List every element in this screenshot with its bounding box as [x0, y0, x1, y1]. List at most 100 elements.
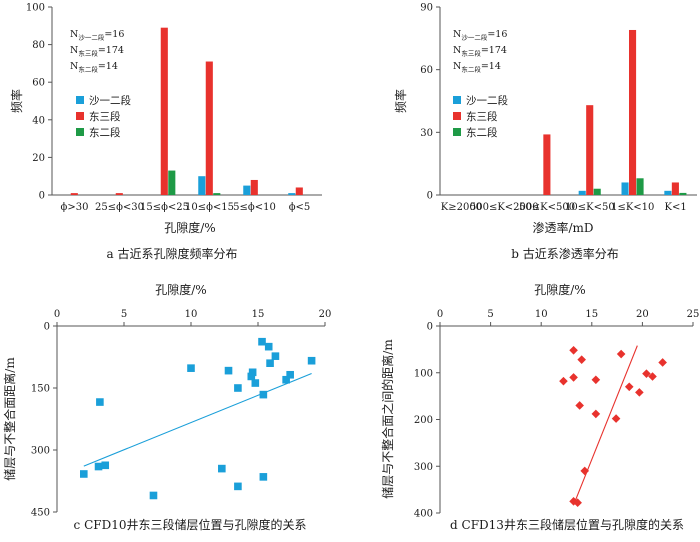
y-tick-label: 0	[427, 191, 433, 202]
data-point-c-9	[286, 370, 294, 379]
legend-swatch	[453, 128, 461, 136]
bar-a-s1-c0	[70, 193, 78, 195]
x-tick-label: 500≤K<2000	[470, 202, 539, 213]
legend-swatch	[76, 112, 84, 120]
data-point-c-21	[259, 473, 268, 481]
data-point-c-16	[101, 461, 110, 470]
data-point-d-2	[616, 349, 626, 359]
x-axis-title: 孔隙度/%	[534, 282, 585, 297]
y-tick-label: 100	[26, 3, 45, 14]
y-tick-label: 100	[414, 368, 433, 379]
x-tick-label: 10≤K<50	[565, 202, 615, 213]
legend-swatch	[453, 112, 461, 120]
legend-label: 东三段	[89, 110, 121, 123]
data-point-c-11	[251, 379, 260, 387]
data-point-c-0	[258, 337, 266, 346]
y-tick-label: 400	[414, 509, 433, 520]
x-tick-label: ϕ<5	[289, 202, 311, 213]
x-tick-label: 25≤ϕ<30	[95, 202, 144, 213]
sample-count-label: N东二段=14	[453, 61, 501, 74]
panel-caption: a 古近系孔隙度频率分布	[107, 246, 238, 261]
data-point-d-10	[648, 372, 657, 381]
y-tick-label: 0	[44, 322, 50, 333]
data-point-d-3	[658, 358, 667, 367]
bar-a-s1-c5	[295, 187, 303, 195]
panel-caption: d CFD13井东三段储层位置与孔隙度的关系	[450, 517, 684, 532]
data-point-d-6	[591, 375, 601, 385]
bar-b-s1-c2	[543, 134, 551, 195]
y-tick-label: 30	[420, 128, 433, 139]
data-point-d-4	[559, 376, 568, 386]
data-point-c-1	[264, 342, 273, 351]
y-tick-label: 20	[32, 153, 45, 164]
y-tick-label: 0	[39, 191, 45, 202]
bar-b-s0-c5	[664, 190, 672, 195]
x-axis-title: 渗透率/mD	[532, 220, 593, 235]
x-axis-title: 孔隙度/%	[164, 220, 215, 235]
x-tick-label: K<1	[664, 202, 686, 213]
sample-count-label: N东二段=14	[70, 61, 118, 74]
y-tick-label: 0	[427, 322, 433, 333]
x-tick-label: ϕ>30	[61, 202, 89, 213]
data-point-c-10	[282, 375, 290, 384]
bar-a-s0-c4	[243, 185, 251, 195]
data-point-c-2	[271, 352, 280, 360]
x-tick-label: K≥2000	[441, 202, 482, 213]
legend-label: 沙一二段	[466, 94, 508, 107]
x-tick-label: 5	[121, 309, 127, 320]
x-tick-label: 5≤ϕ<10	[233, 202, 276, 213]
data-point-c-15	[94, 462, 103, 471]
data-point-d-15	[569, 497, 578, 506]
data-point-c-8	[247, 372, 256, 381]
data-point-d-11	[575, 401, 584, 410]
y-axis-title: 频率	[9, 89, 24, 113]
chart-b: 0 30 60 90 K≥2000500≤K<200050≤K<50010≤K<501≤…	[393, 3, 697, 261]
bar-a-s0-c5	[288, 193, 296, 195]
x-tick-label: 20	[319, 309, 332, 320]
x-tick-label: 15	[252, 309, 265, 320]
data-point-d-9	[642, 369, 651, 378]
x-tick-label: 20	[636, 309, 649, 320]
x-tick-label: 10≤ϕ<15	[185, 202, 234, 213]
panel-caption: b 古近系渗透率分布	[511, 246, 619, 261]
bar-a-s1-c1	[115, 193, 123, 195]
legend-label: 东三段	[466, 110, 498, 123]
panel-caption: c CFD10井东三段储层位置与孔隙度的关系	[74, 517, 307, 532]
bar-a-s1-c3	[205, 61, 213, 195]
legend-label: 东二段	[89, 126, 121, 139]
y-tick-label: 60	[32, 78, 45, 89]
bar-b-s1-c4	[629, 29, 637, 195]
y-axis-title: 储层与不整合面之间的距离/m	[380, 339, 395, 499]
x-tick-label: 25	[687, 309, 700, 320]
x-tick-label: 15	[585, 309, 598, 320]
y-tick-label: 80	[32, 40, 45, 51]
data-point-d-12	[591, 409, 601, 419]
data-point-c-17	[80, 470, 88, 478]
trendline-c	[83, 373, 312, 467]
y-tick-label: 150	[31, 384, 50, 395]
bar-b-s2-c5	[679, 192, 687, 195]
sample-count-label: N东三段=174	[70, 45, 124, 58]
bar-b-s2-c3	[593, 188, 601, 195]
chart-c: 0 5 10 15 20 0 150 300 450 孔隙度/% 储层与不整合面距离/m c CFD1…	[2, 282, 331, 532]
data-point-d-16	[573, 498, 582, 508]
legend-swatch	[76, 96, 84, 104]
x-tick-label: 1≤K<10	[611, 202, 654, 213]
x-tick-label: 15≤ϕ<25	[140, 202, 189, 213]
data-point-c-20	[234, 482, 242, 491]
y-tick-label: 40	[32, 115, 45, 126]
data-point-c-7	[248, 368, 257, 377]
data-point-d-5	[569, 373, 578, 382]
x-tick-label: 0	[437, 309, 443, 320]
data-point-d-14	[580, 466, 590, 476]
legend-swatch	[76, 128, 84, 136]
x-axis-title: 孔隙度/%	[155, 282, 206, 297]
chart-d: 0 5 10 15 20 25 0 100 200 300 400 孔隙度/% 储层与不整合面之间的距离…	[380, 282, 699, 532]
y-tick-label: 450	[31, 508, 50, 519]
sample-count-label: N沙一二段=16	[453, 29, 507, 42]
bar-a-s2-c3	[213, 193, 221, 195]
bar-b-s0-c4	[621, 182, 629, 195]
y-tick-label: 60	[420, 65, 433, 76]
data-point-c-18	[218, 464, 226, 473]
x-tick-label: 0	[54, 309, 60, 320]
